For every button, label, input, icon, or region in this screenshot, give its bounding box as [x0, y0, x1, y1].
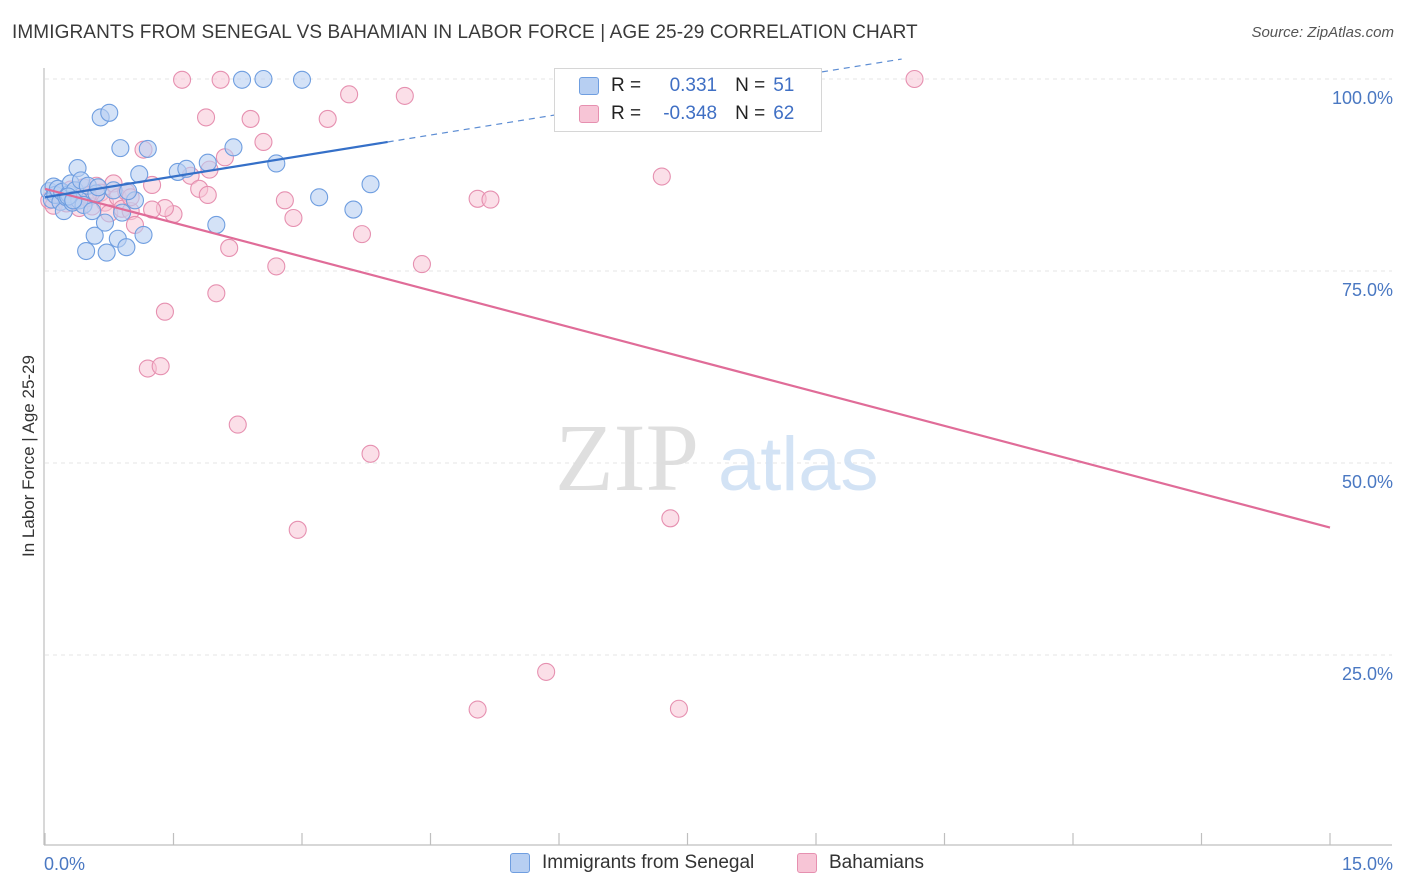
legend-n-value-senegal: 51: [773, 75, 795, 96]
y-tick-label: 50.0%: [1342, 472, 1393, 492]
watermark: ZIP atlas: [555, 404, 879, 511]
senegal-point: [117, 238, 136, 257]
legend-row-senegal: R = 0.331 N = 51: [579, 73, 794, 99]
senegal-point: [292, 70, 312, 89]
bahamians-point: [197, 108, 216, 127]
legend-r-value-bahamians: -0.348: [663, 103, 718, 124]
bahamians-point: [220, 238, 239, 258]
y-tick-label: 100.0%: [1332, 88, 1393, 108]
legend-swatch-bahamians: [797, 853, 817, 873]
senegal-point: [138, 139, 157, 158]
watermark-zip: ZIP: [555, 404, 699, 511]
legend-label-bahamians: Bahamians: [829, 852, 925, 873]
legend-item-bahamians[interactable]: Bahamians: [797, 852, 924, 874]
senegal-point: [77, 241, 96, 261]
bahamians-point: [652, 167, 671, 186]
bahamians-point: [537, 662, 556, 681]
bahamians-point: [211, 70, 230, 89]
bahamians-point: [173, 70, 192, 89]
bahamians-point: [352, 225, 372, 244]
series-legend: Immigrants from Senegal Bahamians: [0, 852, 1406, 876]
bahamians-point: [151, 357, 170, 376]
legend-n-label: N =: [735, 75, 766, 96]
senegal-point: [111, 139, 130, 158]
bahamians-point: [155, 302, 174, 321]
senegal-point: [198, 153, 217, 172]
y-tick-labels: 25.0% 50.0% 75.0% 100.0%: [1332, 88, 1393, 684]
bahamians-point: [267, 257, 286, 276]
legend-swatch-bahamians: [579, 105, 599, 123]
senegal-point: [95, 213, 115, 232]
bahamians-point: [905, 69, 924, 89]
senegal-point: [224, 138, 243, 157]
correlation-legend: R = 0.331 N = 51 R = -0.348 N = 62: [554, 68, 822, 132]
legend-item-senegal[interactable]: Immigrants from Senegal: [510, 852, 754, 874]
bahamians-point: [669, 699, 688, 718]
senegal-point: [267, 154, 286, 173]
bahamians-point: [275, 191, 294, 210]
senegal-point: [254, 69, 273, 89]
senegal-point: [83, 202, 102, 221]
legend-r-label: R =: [611, 75, 642, 96]
bahamians-point: [340, 85, 359, 104]
y-axis-label: In Labor Force | Age 25-29: [19, 355, 38, 557]
bahamians-point: [241, 109, 260, 128]
legend-swatch-senegal: [510, 853, 530, 873]
senegal-point: [134, 225, 153, 244]
bahamians-trend-line: [44, 187, 1331, 529]
legend-n-label: N =: [735, 103, 766, 124]
x-tick-labels: 0.0% 15.0%: [44, 854, 1393, 874]
legend-swatch-senegal: [579, 77, 599, 95]
bahamians-point: [661, 509, 680, 528]
senegal-point: [207, 215, 226, 234]
bahamians-point: [412, 255, 431, 274]
x-tick-label: 0.0%: [44, 854, 85, 874]
bahamians-point: [361, 444, 380, 463]
bahamians-point: [207, 284, 226, 303]
y-tick-label: 25.0%: [1342, 664, 1393, 684]
bahamians-point: [481, 190, 500, 209]
senegal-point: [310, 188, 329, 207]
chart-source: Source: ZipAtlas.com: [1251, 24, 1394, 41]
bahamians-point: [254, 132, 273, 152]
chart-title: IMMIGRANTS FROM SENEGAL VS BAHAMIAN IN L…: [12, 22, 918, 43]
senegal-point: [119, 182, 138, 201]
y-tick-label: 75.0%: [1342, 280, 1393, 300]
senegal-point: [344, 200, 363, 219]
legend-r-label: R =: [611, 103, 642, 124]
bahamians-point: [395, 86, 414, 105]
bahamians-point: [198, 185, 217, 205]
senegal-point: [97, 243, 116, 262]
senegal-point: [232, 70, 252, 89]
senegal-trend-line: [44, 140, 388, 199]
bahamians-point: [318, 109, 337, 128]
legend-r-value-senegal: 0.331: [669, 75, 718, 96]
senegal-point: [85, 226, 104, 245]
bahamians-point: [288, 520, 307, 539]
legend-n-value-bahamians: 62: [773, 103, 795, 124]
bahamians-point: [284, 208, 303, 228]
senegal-point: [100, 103, 119, 122]
x-tick-label: 15.0%: [1342, 854, 1393, 874]
legend-label-senegal: Immigrants from Senegal: [542, 852, 755, 873]
senegal-point: [361, 175, 380, 194]
watermark-atlas: atlas: [718, 422, 879, 507]
legend-row-bahamians: R = -0.348 N = 62: [579, 101, 794, 127]
bahamians-point: [228, 415, 247, 434]
bahamians-point: [468, 700, 487, 719]
